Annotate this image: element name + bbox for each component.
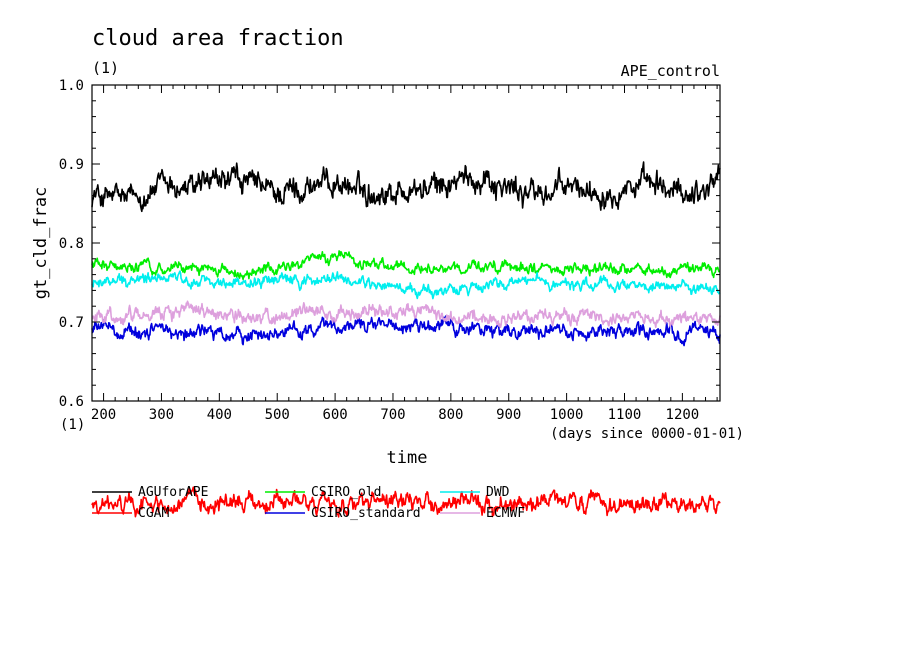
x-tick-label-200: 200 [91, 407, 116, 423]
title-units: (1) [92, 59, 119, 77]
x-tick-label-700: 700 [380, 407, 405, 423]
y-tick-label-0.9: 0.9 [59, 157, 84, 173]
legend-label-ecmwf: ECMWF [486, 506, 525, 521]
experiment-label: APE_control [621, 62, 720, 80]
x-axis-label: time [387, 448, 428, 468]
series-line-ecmwf [91, 300, 721, 328]
x-tick-label-800: 800 [438, 407, 463, 423]
y-tick-label-0.8: 0.8 [59, 236, 84, 252]
series-line-csiro-standard [91, 315, 721, 347]
y-tick-label-0.6: 0.6 [59, 394, 84, 410]
y-axis-label: gt_cld_frac [31, 187, 51, 300]
x-tick-label-400: 400 [207, 407, 232, 423]
y-axis-units: (1) [60, 417, 85, 433]
x-tick-label-1200: 1200 [666, 407, 700, 423]
legend: AGUforAPE CGAM CSIRO_old CSIRO_standard DWD E… [92, 485, 525, 521]
tick-layer: 200 300 400 500 600 700 800 900 1000 1100 1200 0.6 0… [59, 78, 720, 423]
x-tick-label-1100: 1100 [608, 407, 642, 423]
series-line-csiro-old [91, 250, 721, 281]
y-tick-label-0.7: 0.7 [59, 315, 84, 331]
x-axis-units: (days since 0000-01-01) [550, 426, 744, 442]
series-line-cgam [91, 486, 721, 518]
x-tick-label-500: 500 [265, 407, 290, 423]
x-tick-label-600: 600 [322, 407, 347, 423]
series-line-dwd [91, 270, 721, 300]
plot-frame [91, 84, 721, 402]
x-tick-label-1000: 1000 [550, 407, 584, 423]
series-line-aguforape [91, 161, 721, 213]
legend-label-cgam: CGAM [138, 506, 169, 521]
chart-title: cloud area fraction [92, 26, 344, 51]
legend-label-aguforape: AGUforAPE [138, 485, 208, 500]
y-tick-label-1.0: 1.0 [59, 78, 84, 94]
x-tick-label-300: 300 [149, 407, 174, 423]
legend-label-csiro-old: CSIRO_old [311, 485, 381, 500]
legend-label-dwd: DWD [486, 485, 510, 500]
series-layer [91, 161, 721, 518]
legend-label-csiro-standard: CSIRO_standard [311, 506, 421, 521]
x-tick-label-900: 900 [496, 407, 521, 423]
